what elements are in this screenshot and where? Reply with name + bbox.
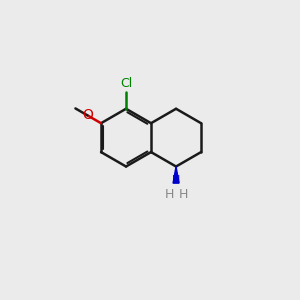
Text: H: H	[165, 188, 174, 201]
Text: O: O	[82, 108, 93, 122]
Text: H: H	[178, 188, 188, 201]
Text: Cl: Cl	[120, 77, 132, 90]
Text: N: N	[172, 175, 181, 185]
Polygon shape	[173, 167, 179, 183]
